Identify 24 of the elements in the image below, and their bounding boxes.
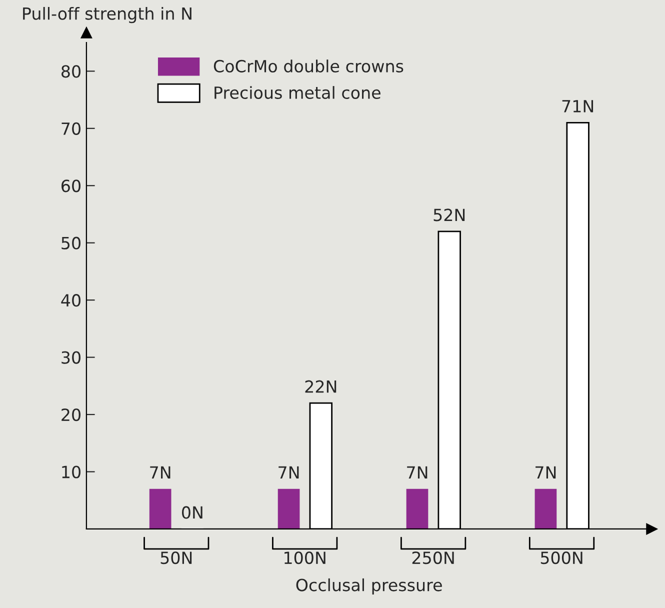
- x-tick-label: 100N: [284, 551, 326, 564]
- legend-label: CoCrMo double crowns: [214, 60, 404, 72]
- data-label: 7N: [278, 466, 299, 478]
- x-tick-label: 500N: [540, 551, 582, 564]
- y-tick-label: 70: [62, 122, 80, 135]
- y-tick-label: 20: [62, 408, 80, 422]
- y-tick-label: 10: [62, 466, 80, 478]
- data-label: 7N: [536, 466, 556, 478]
- data-label: 52N: [434, 208, 465, 222]
- y-tick-label: 40: [61, 294, 80, 307]
- y-tick-label: 80: [62, 65, 80, 78]
- x-tick-label: 50N: [160, 551, 192, 564]
- y-tick-label: 30: [62, 351, 80, 364]
- y-tick-label: 50: [62, 236, 80, 250]
- data-label: 22N: [305, 380, 336, 393]
- data-label: 7N: [150, 466, 170, 478]
- x-axis-title: Occlusal pressure: [296, 578, 442, 595]
- y-axis-title: Pull-off strength in N: [23, 6, 192, 24]
- y-tick-label: 60: [62, 180, 80, 192]
- data-label: 71N: [562, 100, 594, 112]
- x-tick-label: 250N: [412, 551, 454, 564]
- data-label: 7N: [407, 466, 428, 478]
- legend-label: Precious metal cone: [214, 86, 380, 99]
- data-label: 0N: [182, 506, 202, 519]
